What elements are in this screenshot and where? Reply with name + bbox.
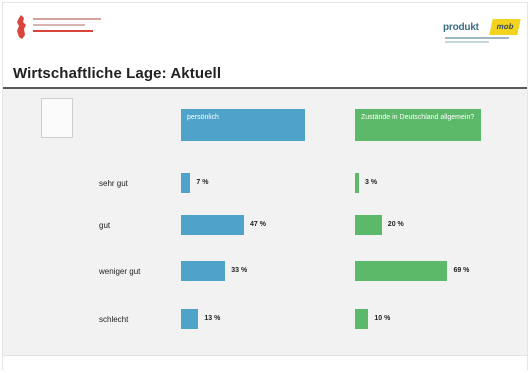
- right-logo-tag: mob: [489, 19, 521, 35]
- bar-value-label: 3 %: [365, 179, 378, 186]
- bar-value-label: 47 %: [249, 221, 266, 228]
- bar-deutschland: [355, 309, 369, 329]
- right-logo: produkt mob: [443, 19, 521, 49]
- category-label: sehr gut: [99, 179, 128, 188]
- right-logo-subline-2: [445, 41, 489, 43]
- bar-value-label: 69 %: [453, 267, 470, 274]
- right-logo-text: produkt: [443, 22, 479, 33]
- bar-value-label: 10 %: [374, 315, 391, 322]
- series-header-persoenlich: persönlich: [181, 109, 305, 141]
- right-logo-subline: [445, 37, 509, 39]
- bar-deutschland: [355, 215, 382, 235]
- slide: produkt mob Wirtschaftliche Lage: Aktuel…: [2, 2, 528, 370]
- category-label: gut: [99, 221, 111, 230]
- bar-persoenlich: [181, 215, 244, 235]
- bar-value-label: 20 %: [387, 221, 404, 228]
- title-divider: [3, 87, 527, 89]
- bar-deutschland: [355, 261, 448, 281]
- slide-header: produkt mob: [3, 3, 527, 61]
- category-label: weniger gut: [99, 267, 141, 276]
- page-title: Wirtschaftliche Lage: Aktuell: [13, 65, 222, 82]
- bar-persoenlich: [181, 309, 199, 329]
- bar-value-label: 7 %: [196, 179, 209, 186]
- bar-value-label: 33 %: [231, 267, 248, 274]
- bar-persoenlich: [181, 261, 226, 281]
- left-logo: [13, 13, 123, 47]
- chart-area: persönlich Zustände in Deutschland allge…: [3, 89, 527, 355]
- bar-persoenlich: [181, 173, 191, 193]
- category-label: schlecht: [99, 315, 129, 324]
- bar-deutschland: [355, 173, 360, 193]
- bear-emblem-icon: [17, 15, 26, 39]
- bar-value-label: 13 %: [204, 315, 221, 322]
- series-header-deutschland: Zustände in Deutschland allgemein?: [355, 109, 481, 141]
- left-logo-wordmark: [33, 16, 123, 46]
- empty-placeholder-box: [41, 98, 73, 138]
- slide-footer: [3, 355, 527, 370]
